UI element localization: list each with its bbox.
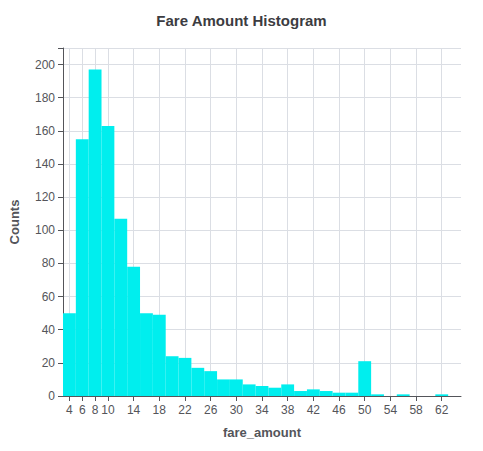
svg-text:Fare Amount Histogram: Fare Amount Histogram	[156, 12, 326, 29]
svg-text:160: 160	[35, 124, 55, 138]
svg-text:80: 80	[42, 256, 56, 270]
svg-text:18: 18	[153, 403, 167, 417]
svg-text:14: 14	[127, 403, 141, 417]
svg-text:8: 8	[92, 403, 99, 417]
svg-text:180: 180	[35, 91, 55, 105]
svg-text:58: 58	[409, 403, 423, 417]
svg-text:120: 120	[35, 190, 55, 204]
svg-text:Counts: Counts	[7, 200, 22, 245]
svg-text:42: 42	[307, 403, 321, 417]
svg-text:22: 22	[178, 403, 192, 417]
svg-text:20: 20	[42, 356, 56, 370]
svg-text:30: 30	[230, 403, 244, 417]
svg-text:34: 34	[255, 403, 269, 417]
svg-text:6: 6	[79, 403, 86, 417]
svg-text:fare_amount: fare_amount	[223, 425, 302, 440]
svg-text:100: 100	[35, 223, 55, 237]
svg-text:200: 200	[35, 58, 55, 72]
svg-text:4: 4	[66, 403, 73, 417]
svg-text:10: 10	[101, 403, 115, 417]
svg-text:38: 38	[281, 403, 295, 417]
svg-text:140: 140	[35, 157, 55, 171]
svg-text:60: 60	[42, 290, 56, 304]
svg-text:26: 26	[204, 403, 218, 417]
svg-text:54: 54	[384, 403, 398, 417]
svg-text:62: 62	[435, 403, 449, 417]
svg-text:40: 40	[42, 323, 56, 337]
svg-text:50: 50	[358, 403, 372, 417]
svg-text:0: 0	[48, 389, 55, 403]
svg-text:46: 46	[332, 403, 346, 417]
